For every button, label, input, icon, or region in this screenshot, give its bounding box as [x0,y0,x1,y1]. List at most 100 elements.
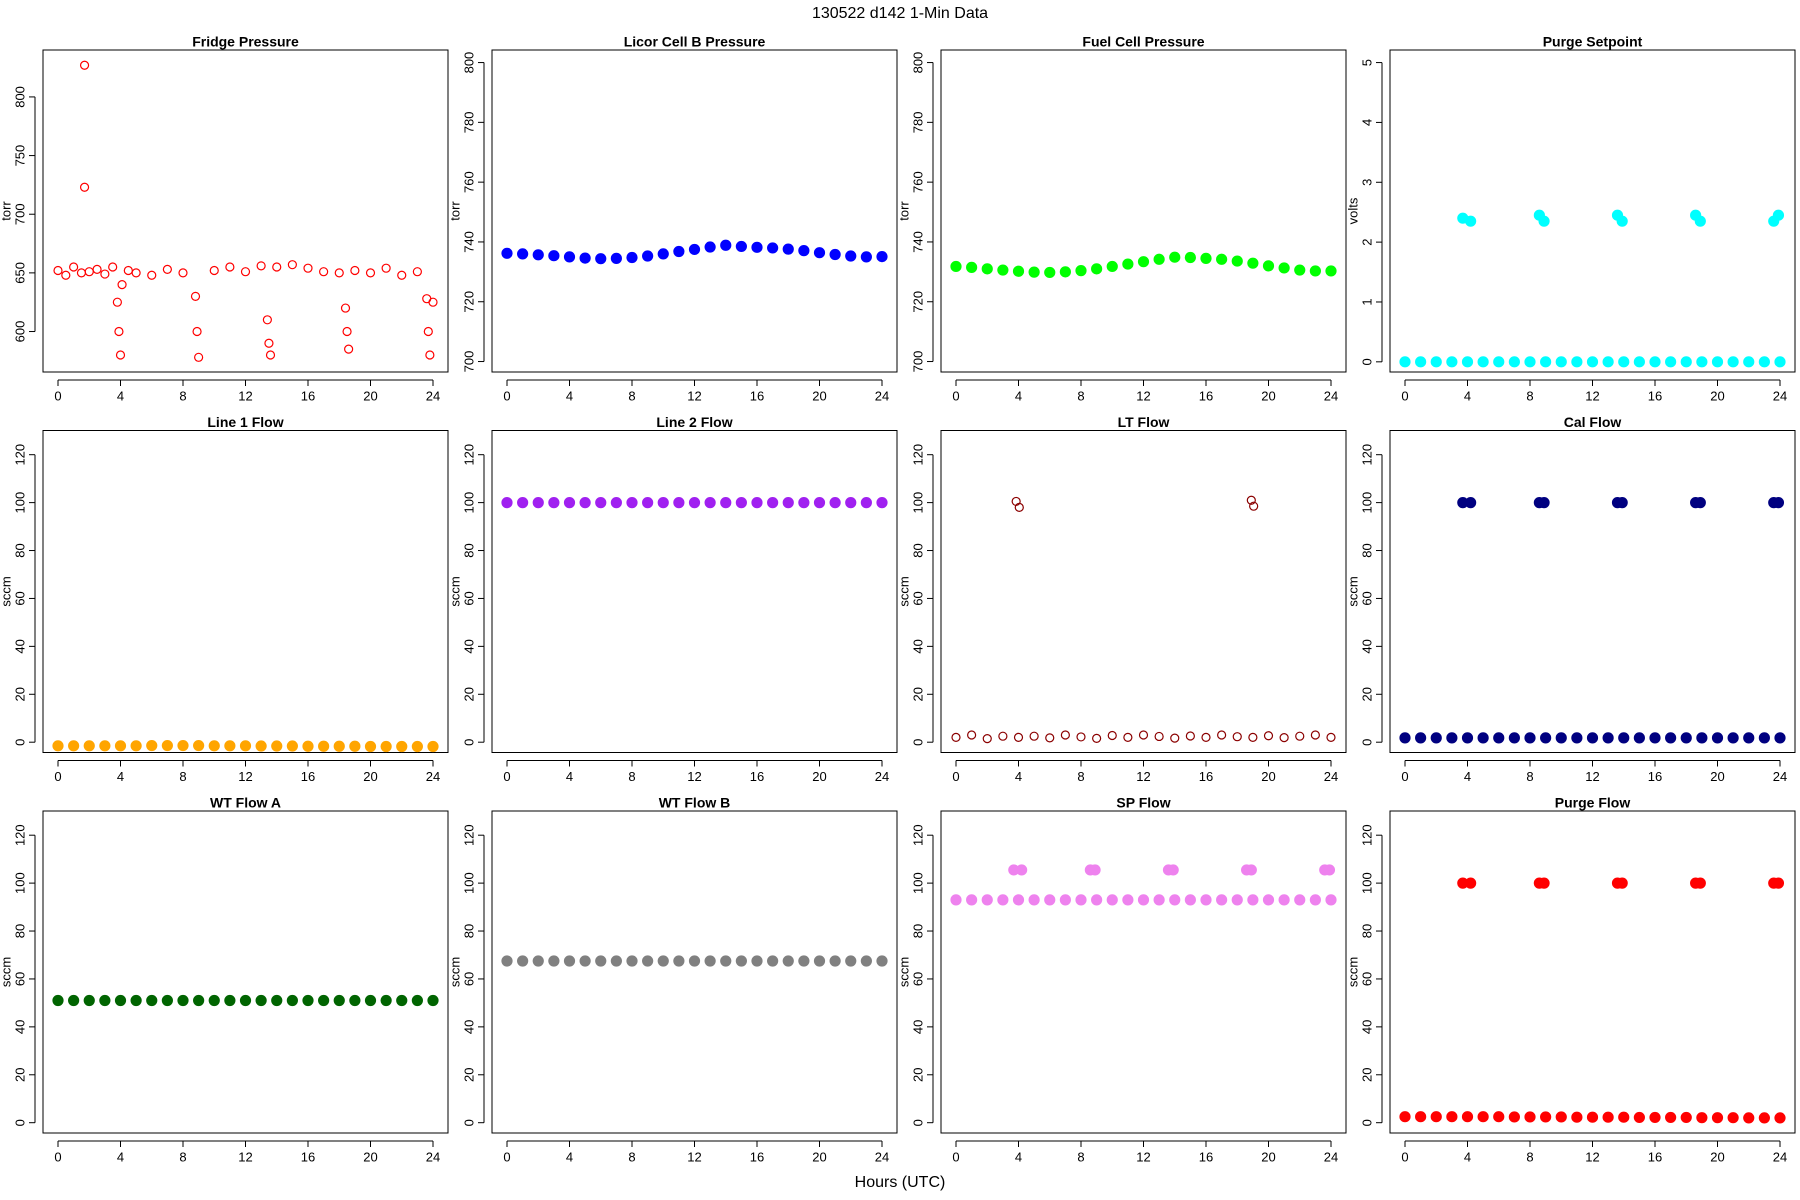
data-point [350,265,360,276]
panel-title: SP Flow [1116,795,1170,811]
data-point [1107,730,1117,741]
data-point [829,497,841,509]
data-point [177,739,189,752]
data-point [798,955,810,967]
data-point [194,352,204,362]
data-point [1294,264,1306,276]
x-tick-label: 20 [363,1149,377,1164]
data-point [1665,732,1677,744]
y-tick-label: 100 [910,872,925,894]
data-point [1711,732,1724,744]
data-point [626,251,638,264]
data-point [318,994,330,1007]
data-point [1278,262,1290,274]
x-tick-label: 16 [1199,769,1213,784]
plot-frame [42,430,449,753]
y-tick-label: 80 [461,924,476,938]
y-tick-label: 80 [910,543,925,557]
panel: Fridge Pressure torr 0 4 8 12 16 20 24 600 650 700 7… [0,34,449,403]
data-point [1075,894,1087,906]
x-tick-label: 8 [179,769,186,784]
data-point [1044,266,1056,279]
data-point [1696,1112,1708,1124]
data-point [501,497,513,509]
x-tick-label: 20 [812,769,826,784]
y-tick-label: 20 [461,687,476,701]
data-point [950,894,962,906]
data-point [1262,260,1275,272]
y-axis-label: sccm [0,576,13,606]
data-point [239,994,252,1007]
plot-frame [42,49,449,373]
data-point [1571,732,1583,744]
y-tick-label: 120 [461,824,476,846]
data-point [1586,356,1599,368]
data-point [642,250,654,262]
y-tick-label: 0 [1359,739,1374,746]
x-tick-label: 20 [1710,769,1724,784]
data-point [1170,733,1180,743]
data-point [1231,255,1243,267]
x-tick-label: 4 [117,769,124,784]
x-tick-label: 20 [1261,1149,1275,1164]
panel-title: Cal Flow [1564,414,1622,430]
data-point [1138,730,1149,740]
panel: Purge Flow sccm 0 4 8 12 16 20 24 0 20 40 60 80 100 120 [1345,795,1796,1164]
data-point [427,994,439,1007]
y-axis-label: torr [447,201,462,221]
y-tick-label: 60 [12,972,27,986]
data-point [1137,256,1150,268]
x-tick-label: 16 [301,388,315,403]
data-point [1415,356,1427,368]
data-point [642,497,654,509]
data-point [1028,266,1040,278]
data-point [1461,356,1474,368]
data-point [1045,733,1055,743]
data-point [1200,252,1212,264]
x-tick-label: 12 [1585,388,1599,403]
plot-frame [940,49,1347,373]
x-tick-label: 12 [238,769,252,784]
x-tick-label: 12 [687,1149,701,1164]
data-point [813,247,826,259]
data-point [876,250,888,263]
x-tick-label: 0 [1401,388,1408,403]
x-tick-label: 24 [1773,1149,1787,1164]
x-tick-label: 20 [363,769,377,784]
x-tick-label: 24 [426,1149,440,1164]
y-tick-label: 120 [910,444,925,466]
data-point [1263,731,1274,741]
data-point [162,264,172,274]
x-tick-label: 12 [238,388,252,403]
data-point [302,740,314,752]
data-point [657,497,669,509]
data-point [365,268,376,278]
y-tick-label: 40 [461,639,476,653]
data-point [997,264,1009,276]
data-point [610,252,622,264]
data-point [1711,1112,1724,1124]
data-point [1446,732,1458,744]
data-point [1465,877,1477,889]
data-point [688,243,701,256]
data-point [302,994,314,1007]
data-point [1217,730,1227,740]
data-point [735,240,747,253]
data-point [1477,1111,1489,1123]
y-tick-label: 780 [910,112,925,134]
data-point [264,338,274,348]
data-point [1446,356,1458,368]
data-point [966,894,978,906]
data-point [1106,894,1118,906]
y-tick-label: 600 [12,321,27,343]
x-tick-label: 8 [1077,388,1084,403]
y-tick-label: 800 [910,52,925,74]
data-point [579,497,591,509]
data-point [1774,1112,1786,1124]
data-point [1201,732,1211,743]
data-point [396,994,408,1007]
x-tick-label: 24 [875,388,889,403]
data-point [1602,732,1614,744]
y-tick-label: 40 [1359,1020,1374,1034]
data-point [1727,1112,1739,1124]
